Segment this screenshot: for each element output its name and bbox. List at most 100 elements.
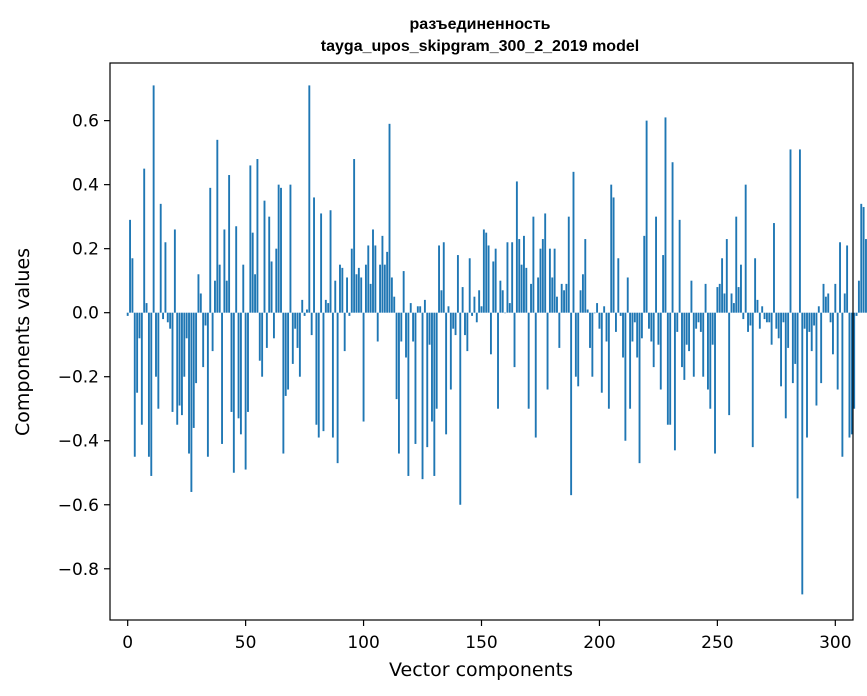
bar (702, 312, 705, 377)
bar (706, 312, 709, 390)
bar (180, 312, 183, 416)
bar (586, 309, 589, 313)
y-tick-label: 0.6 (72, 112, 99, 132)
bar (242, 264, 245, 313)
bar (673, 312, 676, 451)
bar (574, 312, 577, 377)
bar (150, 312, 153, 476)
bar (379, 264, 382, 313)
bar (556, 296, 558, 313)
bar (650, 312, 653, 342)
x-tick-label: 150 (465, 633, 497, 653)
bar (188, 312, 190, 454)
bar (735, 216, 738, 313)
bar (306, 309, 308, 313)
bar (692, 312, 695, 377)
bar (131, 258, 134, 313)
y-tick-label: −0.6 (58, 496, 99, 516)
bar (284, 312, 287, 396)
x-tick-label: 250 (701, 633, 733, 653)
bar (756, 299, 759, 313)
bar (534, 312, 537, 438)
bar (478, 290, 481, 313)
bar (815, 312, 818, 406)
bar (204, 312, 207, 326)
bar (421, 312, 424, 480)
bar (419, 306, 422, 313)
bar (690, 280, 693, 313)
bar (832, 312, 834, 355)
bar (348, 312, 351, 316)
bar (393, 296, 396, 313)
bar (480, 306, 483, 313)
bar (669, 312, 672, 425)
bar (256, 159, 259, 313)
bar (209, 187, 212, 313)
bar (664, 117, 667, 313)
bar (442, 242, 445, 313)
bar (782, 312, 785, 323)
bar (202, 312, 205, 368)
bar (546, 312, 549, 390)
y-tick-label: −0.2 (58, 368, 99, 388)
bar (464, 312, 466, 336)
bar (388, 123, 391, 313)
bar (357, 267, 360, 313)
bar (263, 200, 266, 313)
bar (169, 312, 172, 329)
bar (518, 239, 521, 313)
bar (813, 312, 816, 326)
bar (853, 312, 856, 409)
bar (784, 312, 787, 419)
bar (515, 181, 518, 313)
bar (848, 312, 851, 438)
bar (431, 312, 433, 422)
bar (320, 213, 323, 313)
bar (810, 312, 813, 352)
bar (520, 264, 523, 313)
bar (426, 312, 429, 448)
bar (824, 296, 827, 313)
bar (310, 312, 313, 336)
bar (699, 312, 702, 332)
bar (541, 239, 544, 313)
bar (645, 120, 648, 313)
bar (615, 312, 617, 332)
bar (681, 312, 683, 368)
bar (277, 184, 280, 313)
bar (272, 312, 275, 339)
bar (631, 312, 634, 342)
bar (416, 306, 419, 313)
bar (857, 280, 860, 313)
bar (381, 235, 384, 313)
bar (346, 277, 348, 313)
bar (287, 312, 290, 390)
bar (485, 232, 488, 313)
bar (294, 312, 297, 329)
bar (501, 290, 504, 313)
bar (468, 258, 471, 313)
bar (261, 312, 264, 377)
bar (777, 312, 780, 339)
bar (143, 168, 146, 313)
bar (610, 184, 613, 313)
bar (638, 312, 641, 464)
bar (685, 312, 688, 345)
bar (343, 312, 346, 352)
bar (315, 312, 318, 425)
bar (565, 283, 568, 313)
bar (633, 312, 636, 323)
bar (367, 245, 370, 313)
bar (725, 239, 728, 313)
bar (398, 312, 400, 454)
bar (329, 210, 332, 313)
bar (579, 290, 582, 313)
bar (657, 312, 660, 345)
bar (251, 232, 254, 313)
bar (336, 312, 339, 464)
bar (334, 280, 337, 313)
bar (303, 312, 306, 316)
bar (567, 216, 570, 313)
bar (617, 258, 620, 313)
bar (761, 306, 764, 313)
